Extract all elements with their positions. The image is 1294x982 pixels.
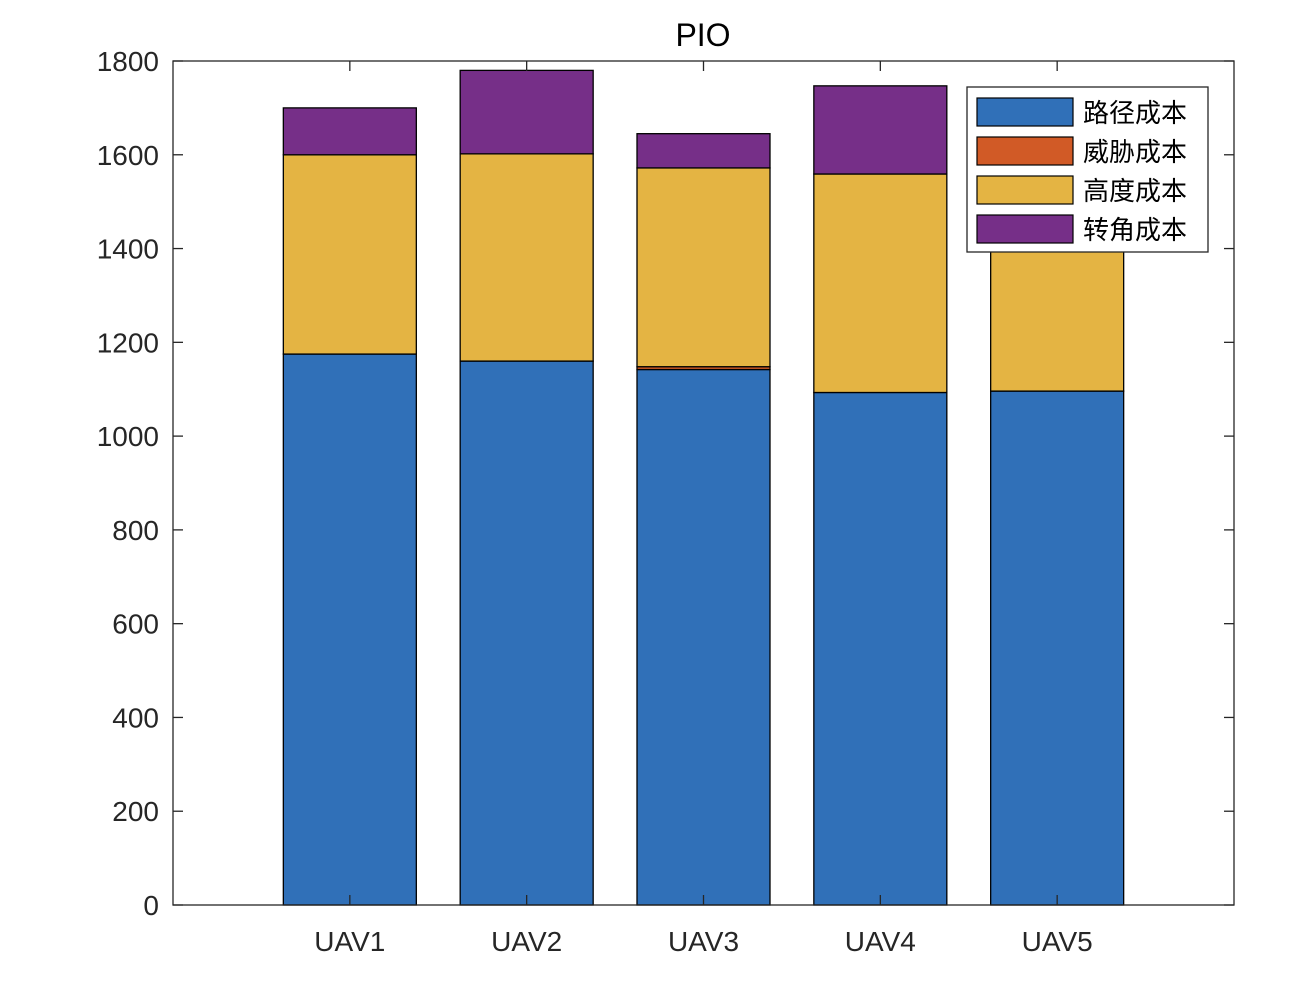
bar-uav2-series-3[interactable] bbox=[459, 153, 594, 362]
bar-uav2-series-4[interactable] bbox=[459, 69, 594, 155]
legend-label-3: 高度成本 bbox=[1083, 177, 1187, 207]
x-tick-label: UAV3 bbox=[668, 926, 739, 957]
y-tick-label: 1600 bbox=[97, 140, 159, 171]
bar-uav2-series-1[interactable] bbox=[459, 360, 594, 906]
legend-label-2: 威胁成本 bbox=[1083, 138, 1187, 168]
legend-swatch-2 bbox=[976, 136, 1074, 166]
x-tick-label: UAV1 bbox=[314, 926, 385, 957]
x-tick-label: UAV5 bbox=[1022, 926, 1093, 957]
bar-uav4-series-3[interactable] bbox=[813, 173, 948, 394]
bar-uav3-series-3[interactable] bbox=[636, 167, 771, 368]
bar-uav1-series-4[interactable] bbox=[282, 107, 417, 156]
legend-label-4: 转角成本 bbox=[1083, 216, 1187, 246]
legend-swatch-1 bbox=[976, 97, 1074, 127]
legend-swatch-4 bbox=[976, 214, 1074, 244]
bar-uav4-series-4[interactable] bbox=[813, 85, 948, 175]
x-tick-label: UAV2 bbox=[491, 926, 562, 957]
y-tick-label: 1400 bbox=[97, 234, 159, 265]
legend-label-1: 路径成本 bbox=[1083, 99, 1187, 129]
chart-title: PIO bbox=[675, 17, 730, 53]
bar-uav1-series-3[interactable] bbox=[282, 154, 417, 355]
y-tick-label: 200 bbox=[112, 796, 159, 827]
y-tick-label: 1200 bbox=[97, 327, 159, 358]
legend-swatch-3 bbox=[976, 175, 1074, 205]
bar-uav3-series-1[interactable] bbox=[636, 368, 771, 906]
y-tick-label: 400 bbox=[112, 702, 159, 733]
y-tick-label: 0 bbox=[143, 890, 159, 921]
bar-uav3-series-4[interactable] bbox=[636, 133, 771, 169]
y-tick-label: 600 bbox=[112, 609, 159, 640]
y-tick-label: 1000 bbox=[97, 421, 159, 452]
bar-uav5-series-1[interactable] bbox=[990, 390, 1125, 906]
y-tick-label: 800 bbox=[112, 515, 159, 546]
bar-uav1-series-1[interactable] bbox=[282, 353, 417, 906]
y-tick-label: 1800 bbox=[97, 46, 159, 77]
bar-uav4-series-1[interactable] bbox=[813, 391, 948, 906]
axes-layer: 0 200 400 600 800 1000 1200 1400 1600 1800 UAV1 UAV… bbox=[97, 46, 1235, 957]
x-tick-label: UAV4 bbox=[845, 926, 916, 957]
